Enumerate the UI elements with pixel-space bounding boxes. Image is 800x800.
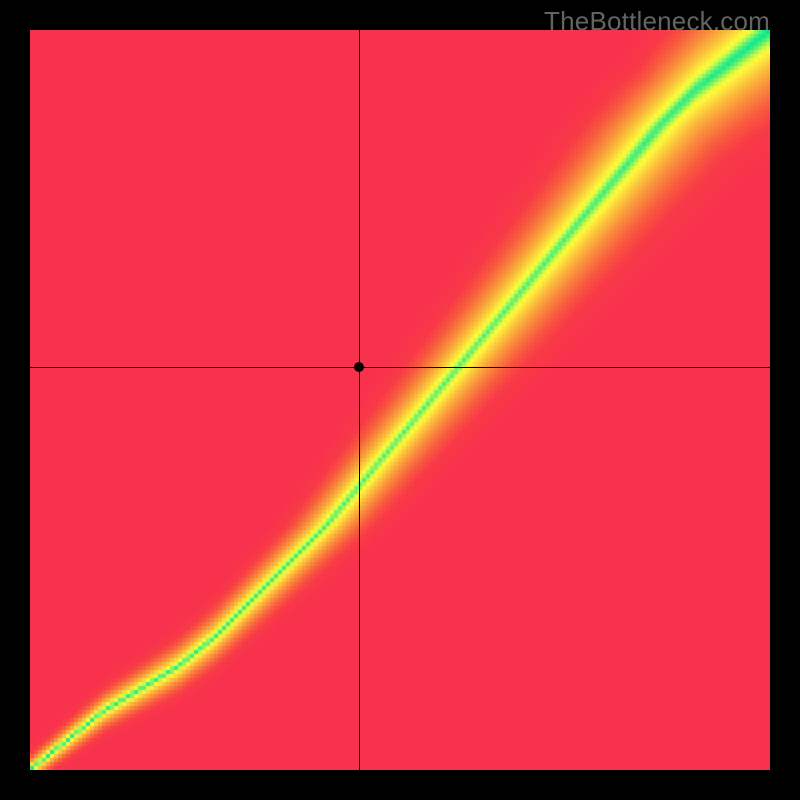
crosshair-point bbox=[354, 362, 364, 372]
plot-area bbox=[30, 30, 770, 770]
watermark-text: TheBottleneck.com bbox=[544, 6, 770, 37]
crosshair-vertical bbox=[359, 30, 360, 770]
chart-container: TheBottleneck.com bbox=[0, 0, 800, 800]
heatmap-canvas bbox=[30, 30, 770, 770]
crosshair-horizontal bbox=[30, 367, 770, 368]
